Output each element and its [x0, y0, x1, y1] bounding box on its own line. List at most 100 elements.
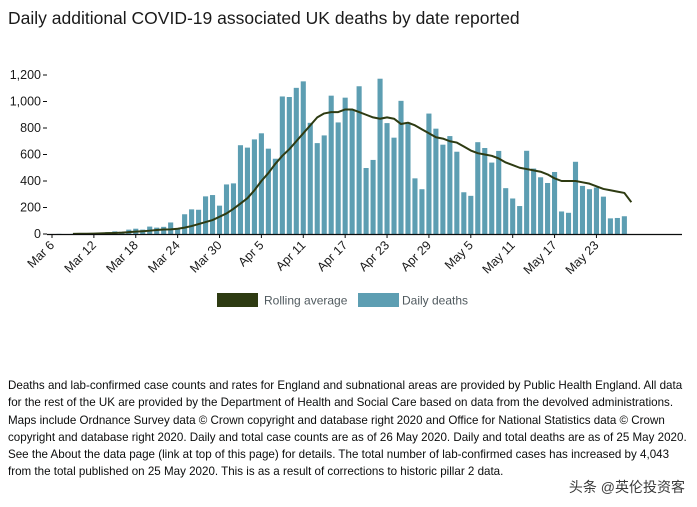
daily-deaths-bar — [468, 195, 474, 234]
daily-deaths-bar — [370, 159, 376, 234]
daily-deaths-bars — [56, 78, 627, 235]
daily-deaths-bar — [412, 178, 418, 234]
daily-deaths-bar — [272, 158, 278, 234]
daily-deaths-bar — [335, 122, 341, 234]
daily-deaths-bar — [600, 196, 606, 234]
x-tick-label: Apr 23 — [356, 238, 392, 274]
daily-deaths-bar — [265, 148, 271, 234]
daily-deaths-bar — [524, 150, 530, 234]
daily-deaths-bar — [621, 216, 627, 234]
daily-deaths-bar — [258, 133, 264, 234]
daily-deaths-bar — [572, 161, 579, 234]
y-tick-label: 1,200 — [10, 68, 41, 82]
legend-swatch-rolling-average — [217, 293, 258, 307]
daily-deaths-bar — [328, 95, 334, 234]
x-tick-label: Apr 5 — [235, 238, 266, 269]
daily-deaths-bar — [579, 185, 586, 234]
daily-deaths-bar — [175, 228, 181, 234]
daily-deaths-bar — [300, 81, 306, 234]
x-tick-label: May 5 — [442, 238, 476, 272]
daily-deaths-bar — [384, 123, 390, 234]
daily-deaths-bar — [203, 196, 209, 234]
daily-deaths-bar — [216, 205, 223, 234]
daily-deaths-bar — [433, 128, 439, 234]
daily-deaths-bar — [349, 110, 355, 234]
x-tick-label: Apr 17 — [314, 238, 350, 274]
rolling-average-line — [72, 108, 633, 235]
y-axis: 0 200 400 600 800 1,000 1,200 — [10, 68, 47, 241]
daily-deaths-bar — [593, 187, 599, 234]
daily-deaths-bar — [377, 78, 383, 235]
daily-deaths-bar — [461, 192, 467, 234]
daily-deaths-bar — [209, 195, 216, 234]
daily-deaths-bar — [363, 168, 369, 234]
daily-deaths-bar — [552, 171, 558, 234]
daily-deaths-bar — [356, 86, 362, 234]
watermark: 头条 @英伦投资客 — [568, 479, 685, 495]
x-tick-label: Mar 12 — [62, 238, 99, 275]
daily-deaths-bar — [244, 147, 250, 234]
daily-deaths-bar — [545, 182, 551, 234]
daily-deaths-bar — [286, 97, 292, 234]
daily-deaths-bar — [503, 188, 509, 234]
daily-deaths-bar — [391, 137, 397, 234]
legend-label-rolling-average: Rolling average — [264, 294, 348, 308]
y-tick-label: 1,000 — [10, 95, 41, 109]
daily-deaths-bar — [517, 206, 523, 234]
legend: Rolling average Daily deaths — [217, 293, 468, 308]
x-tick-label: May 17 — [521, 238, 560, 277]
daily-deaths-bar — [405, 122, 411, 234]
daily-deaths-bar — [440, 144, 446, 234]
x-tick-label: Apr 11 — [273, 238, 308, 273]
y-tick-label: 600 — [20, 148, 41, 162]
daily-deaths-bar — [279, 96, 285, 234]
daily-deaths-bar — [168, 222, 174, 234]
daily-deaths-bar — [237, 145, 244, 234]
daily-deaths-bar — [398, 100, 404, 234]
daily-deaths-bar — [454, 151, 460, 234]
daily-deaths-bar — [196, 209, 202, 234]
daily-deaths-bar — [321, 135, 327, 234]
daily-deaths-bar — [419, 189, 425, 234]
daily-deaths-bar — [223, 184, 230, 234]
daily-deaths-bar — [607, 218, 613, 234]
daily-deaths-bar — [586, 189, 593, 234]
daily-deaths-bar — [489, 162, 495, 234]
daily-deaths-bar — [496, 150, 502, 234]
data-source-footnote: Deaths and lab-confirmed case counts and… — [8, 379, 687, 479]
daily-deaths-bar — [482, 148, 488, 234]
x-tick-label: Mar 30 — [187, 238, 224, 275]
x-tick-label: Mar 18 — [103, 238, 140, 275]
y-tick-label: 0 — [34, 227, 41, 241]
y-tick-label: 400 — [20, 174, 41, 188]
daily-deaths-bar — [565, 212, 572, 234]
legend-swatch-daily-deaths — [358, 293, 399, 307]
legend-label-daily-deaths: Daily deaths — [402, 294, 468, 308]
daily-deaths-bar — [307, 122, 313, 234]
daily-deaths-bar — [531, 168, 537, 234]
daily-deaths-bar — [475, 142, 481, 234]
chart-area: 0 200 400 600 800 1,000 1,200 Mar 6 Mar 12 Mar 1… — [10, 68, 682, 308]
rolling-average-line-layer — [72, 108, 633, 235]
x-tick-label: Mar 6 — [25, 238, 58, 271]
y-tick-label: 200 — [20, 201, 41, 215]
x-axis: Mar 6 Mar 12 Mar 18 Mar 24 Mar 30 Apr 5 Apr 11… — [25, 233, 682, 277]
daily-deaths-bar — [293, 87, 299, 234]
daily-deaths-bar — [189, 209, 195, 234]
x-tick-label: May 11 — [480, 238, 518, 276]
daily-deaths-bar — [510, 198, 516, 234]
daily-deaths-bar — [538, 177, 544, 234]
chart-title: Daily additional COVID-19 associated UK … — [8, 8, 520, 28]
daily-deaths-bar — [342, 97, 348, 234]
daily-deaths-bar — [251, 139, 257, 234]
daily-deaths-bar — [614, 217, 620, 234]
daily-deaths-bar — [447, 136, 453, 234]
daily-deaths-bar — [314, 143, 320, 234]
x-tick-label: Apr 29 — [398, 238, 434, 274]
daily-deaths-bar — [182, 214, 188, 234]
x-tick-label: May 23 — [563, 238, 602, 277]
daily-deaths-bar — [426, 113, 432, 234]
x-tick-label: Mar 24 — [145, 238, 182, 275]
daily-deaths-bar — [558, 211, 565, 234]
y-tick-label: 800 — [20, 121, 41, 135]
